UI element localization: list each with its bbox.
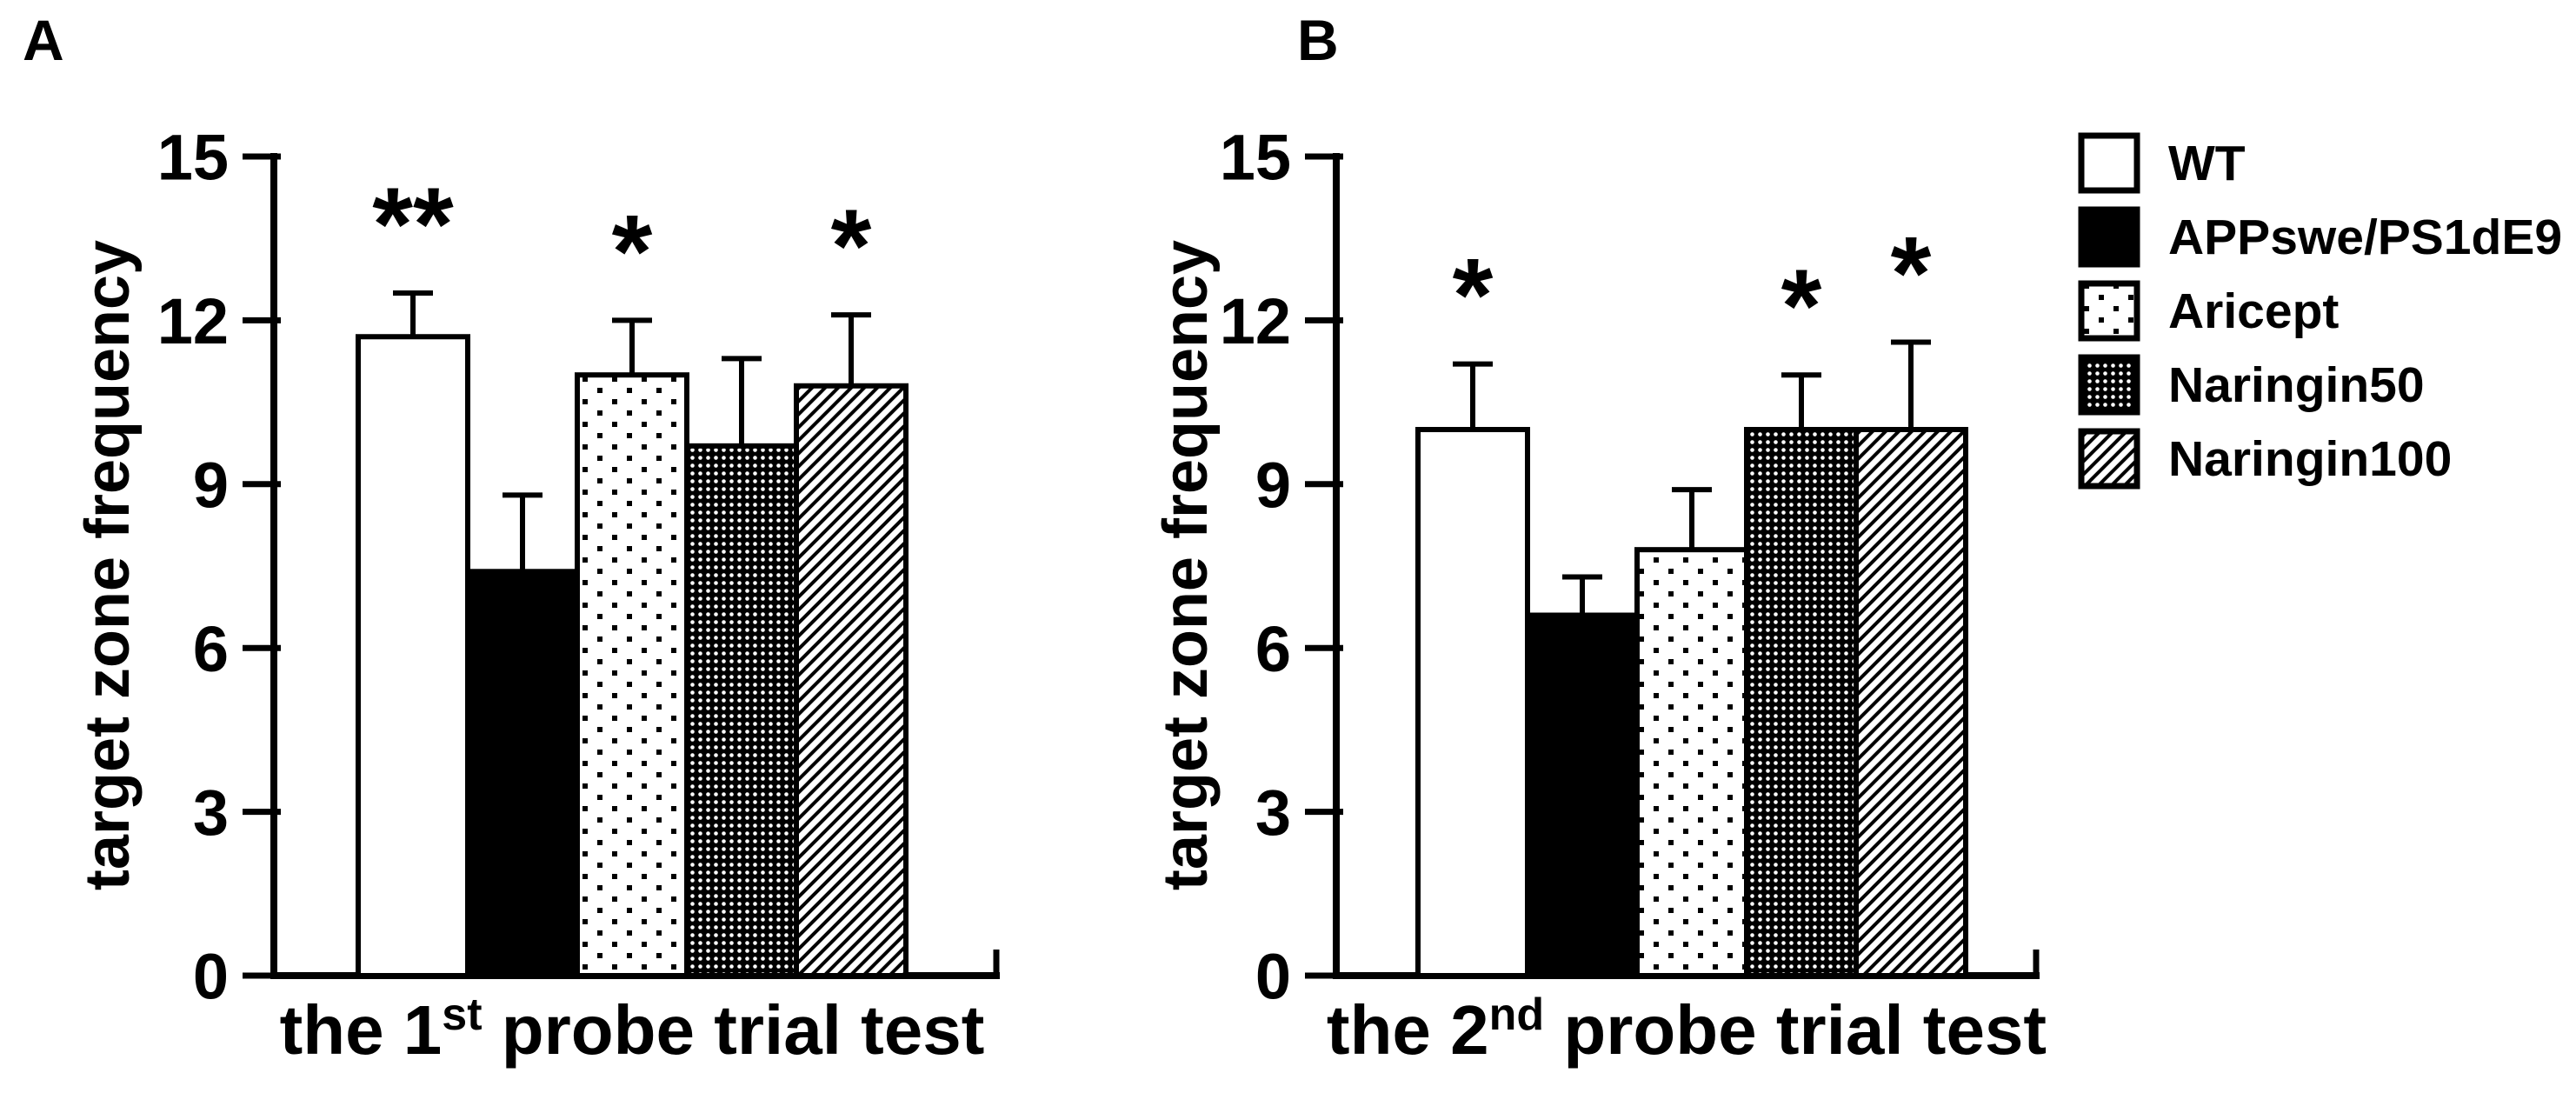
- legend-label: WT: [2168, 135, 2246, 191]
- naringin100-swatch: [2078, 428, 2140, 490]
- legend-item-appswe-ps1de9: APPswe/PS1dE9: [2078, 206, 2562, 268]
- legend-item-naringin50: Naringin50: [2078, 354, 2562, 416]
- error-bar-naringin50: [722, 356, 762, 446]
- y-tick-label: 3: [1255, 776, 1291, 849]
- significance-naringin100: *: [831, 188, 872, 304]
- bar-naringin100: [794, 383, 909, 978]
- y-tick-label: 12: [1220, 285, 1291, 357]
- bar-naringin100: [1854, 427, 1968, 978]
- bar-naringin50: [684, 443, 799, 978]
- y-axis-title: target zone frequency: [73, 240, 143, 890]
- significance-aricept: *: [612, 193, 653, 310]
- appswe-ps1de9-swatch: [2078, 206, 2140, 268]
- bar-appswe-ps1de9: [1525, 612, 1640, 979]
- y-tick-label: 6: [193, 613, 229, 685]
- panel-a-label: A: [23, 8, 64, 72]
- significance-wt: **: [372, 166, 454, 283]
- legend-label: Aricept: [2168, 283, 2340, 339]
- error-bar-wt: [1453, 361, 1493, 430]
- y-tick-label: 15: [157, 122, 229, 194]
- legend-label: Naringin100: [2168, 430, 2453, 487]
- y-tick-label: 12: [157, 285, 229, 357]
- legend-label: Naringin50: [2168, 357, 2425, 413]
- panel-b-label: B: [1297, 8, 1339, 72]
- bar-wt: [356, 334, 470, 978]
- bar-aricept: [1634, 547, 1749, 978]
- x-axis-title: the 1st probe trial test: [280, 990, 985, 1069]
- y-tick-label: 9: [1255, 449, 1291, 521]
- error-bar-appswe-ps1de9: [503, 492, 542, 572]
- y-tick-label: 3: [193, 776, 229, 849]
- error-bar-appswe-ps1de9: [1562, 574, 1602, 616]
- significance-naringin100: *: [1891, 216, 1932, 332]
- y-tick-label: 9: [193, 449, 229, 521]
- aricept-swatch: [2078, 280, 2140, 342]
- x-axis-title: the 2nd probe trial test: [1327, 990, 2047, 1069]
- bar-naringin50: [1744, 427, 1859, 978]
- y-axis-title: target zone frequency: [1151, 240, 1221, 890]
- error-bar-naringin50: [1781, 372, 1821, 430]
- legend-label: APPswe/PS1dE9: [2168, 209, 2563, 265]
- legend-item-naringin100: Naringin100: [2078, 428, 2562, 490]
- y-tick-label: 15: [1220, 122, 1291, 194]
- significance-naringin50: *: [1781, 248, 1822, 364]
- y-tick-label: 6: [1255, 613, 1291, 685]
- legend: WT APPswe/PS1dE9 Aricept Naringin50 Nari…: [2078, 132, 2562, 502]
- bar-wt: [1415, 427, 1530, 978]
- legend-item-wt: WT: [2078, 132, 2562, 194]
- error-bar-aricept: [612, 317, 652, 376]
- significance-wt: *: [1453, 237, 1494, 354]
- naringin50-swatch: [2078, 354, 2140, 416]
- y-tick-label: 0: [1255, 941, 1291, 1013]
- error-bar-wt: [393, 290, 433, 337]
- wt-swatch: [2078, 132, 2140, 194]
- legend-item-aricept: Aricept: [2078, 280, 2562, 342]
- y-tick-label: 0: [193, 941, 229, 1013]
- bar-appswe-ps1de9: [465, 569, 580, 979]
- error-bar-aricept: [1672, 487, 1712, 550]
- error-bar-naringin100: [1891, 339, 1931, 430]
- panel-b-chart: 0 3 6 9 12 15 target zone frequency * * * the 2nd …: [1151, 122, 2047, 1069]
- error-bar-naringin100: [831, 312, 871, 386]
- bar-aricept: [575, 372, 689, 978]
